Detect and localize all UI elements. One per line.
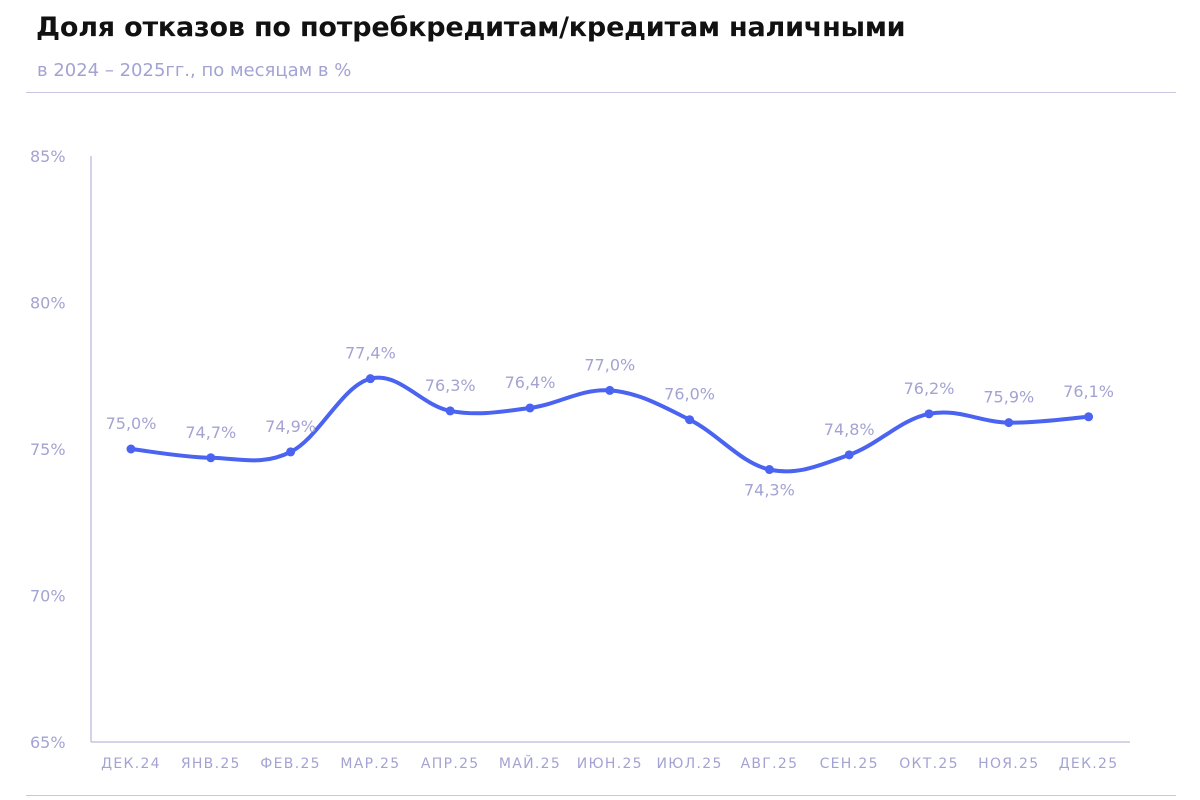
- y-axis: 65% 70% 75% 80% 85%: [30, 147, 92, 752]
- y-tick-label: 80%: [30, 294, 66, 313]
- x-tick-label: АПР.25: [421, 756, 480, 772]
- data-point: [525, 403, 535, 413]
- y-tick-label: 85%: [30, 147, 66, 166]
- x-tick-label: НОЯ.25: [978, 756, 1039, 772]
- data-label: 74,3%: [744, 481, 795, 500]
- data-label: 76,1%: [1063, 382, 1114, 401]
- x-tick-label: ИЮЛ.25: [657, 756, 723, 772]
- data-point: [286, 447, 296, 457]
- series-area: 75,0% 74,7% 74,9% 77,4% 76,3% 76,4% 77,0% 76,0%…: [106, 344, 1114, 500]
- x-tick-label: МАЙ.25: [499, 754, 561, 772]
- data-label: 74,8%: [824, 420, 875, 439]
- data-label: 77,0%: [584, 355, 635, 374]
- data-label: 76,3%: [425, 376, 476, 395]
- data-point: [365, 374, 375, 384]
- data-point: [844, 450, 854, 460]
- data-point: [445, 406, 455, 416]
- chart-title: Доля отказов по потребкредитам/кредитам …: [36, 12, 906, 43]
- x-tick-label: ДЕК.24: [101, 756, 161, 772]
- x-tick-label: ФЕВ.25: [260, 756, 321, 772]
- x-tick-label: ЯНВ.25: [181, 756, 241, 772]
- x-tick-label: ИЮН.25: [577, 756, 643, 772]
- chart-subtitle: в 2024 – 2025гг., по месяцам в %: [37, 60, 352, 81]
- x-tick-label: СЕН.25: [820, 756, 879, 772]
- y-tick-label: 65%: [30, 733, 66, 752]
- data-label: 75,9%: [983, 388, 1034, 407]
- data-point: [126, 444, 136, 454]
- data-label: 76,2%: [904, 379, 955, 398]
- y-tick-label: 70%: [30, 587, 66, 606]
- data-point: [924, 409, 934, 419]
- data-label: 76,0%: [664, 385, 715, 404]
- bottom-divider: [26, 795, 1176, 796]
- y-tick-label: 75%: [30, 440, 66, 459]
- data-label: 75,0%: [106, 414, 157, 433]
- x-axis: ДЕК.24 ЯНВ.25 ФЕВ.25 МАР.25 АПР.25 МАЙ.25 ИЮН.…: [91, 741, 1130, 772]
- data-point: [605, 385, 615, 395]
- top-divider: [26, 92, 1176, 93]
- data-label: 74,7%: [185, 423, 236, 442]
- x-tick-label: АВГ.25: [741, 756, 799, 772]
- data-label: 77,4%: [345, 344, 396, 363]
- x-tick-label: ДЕК.25: [1059, 756, 1119, 772]
- x-tick-label: МАР.25: [340, 756, 400, 772]
- data-label: 76,4%: [505, 373, 556, 392]
- data-point: [206, 453, 216, 463]
- data-point: [1084, 412, 1094, 422]
- x-tick-label: ОКТ.25: [899, 756, 959, 772]
- data-point: [1004, 418, 1014, 428]
- data-point: [685, 415, 695, 425]
- data-point: [764, 465, 774, 475]
- data-label: 74,9%: [265, 417, 316, 436]
